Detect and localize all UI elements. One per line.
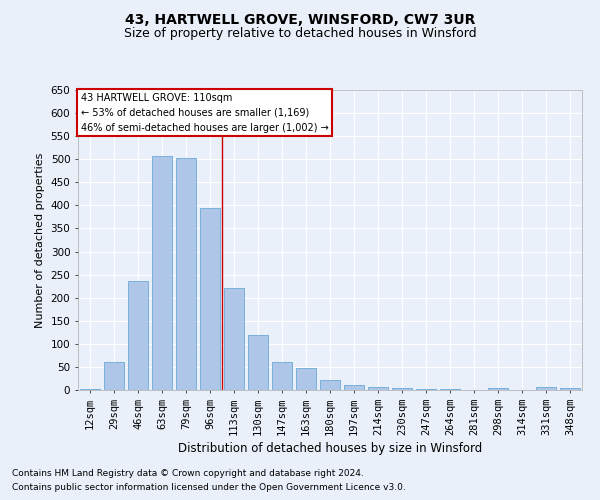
Bar <box>536 387 556 390</box>
Bar <box>344 386 364 390</box>
Bar <box>80 388 100 390</box>
Bar <box>176 158 196 390</box>
Bar <box>152 156 172 390</box>
Bar <box>488 388 508 390</box>
Bar <box>104 362 124 390</box>
Bar <box>416 388 436 390</box>
Bar <box>248 334 268 390</box>
Text: Size of property relative to detached houses in Winsford: Size of property relative to detached ho… <box>124 28 476 40</box>
Text: 43, HARTWELL GROVE, WINSFORD, CW7 3UR: 43, HARTWELL GROVE, WINSFORD, CW7 3UR <box>125 12 475 26</box>
Bar <box>392 388 412 390</box>
Bar <box>200 208 220 390</box>
Bar <box>440 388 460 390</box>
Bar <box>560 388 580 390</box>
Text: 43 HARTWELL GROVE: 110sqm
← 53% of detached houses are smaller (1,169)
46% of se: 43 HARTWELL GROVE: 110sqm ← 53% of detac… <box>80 93 328 132</box>
Text: Contains HM Land Registry data © Crown copyright and database right 2024.: Contains HM Land Registry data © Crown c… <box>12 468 364 477</box>
X-axis label: Distribution of detached houses by size in Winsford: Distribution of detached houses by size … <box>178 442 482 455</box>
Y-axis label: Number of detached properties: Number of detached properties <box>35 152 45 328</box>
Bar <box>128 280 148 390</box>
Bar <box>296 368 316 390</box>
Text: Contains public sector information licensed under the Open Government Licence v3: Contains public sector information licen… <box>12 484 406 492</box>
Bar <box>368 387 388 390</box>
Bar <box>320 380 340 390</box>
Bar <box>272 362 292 390</box>
Bar <box>224 288 244 390</box>
